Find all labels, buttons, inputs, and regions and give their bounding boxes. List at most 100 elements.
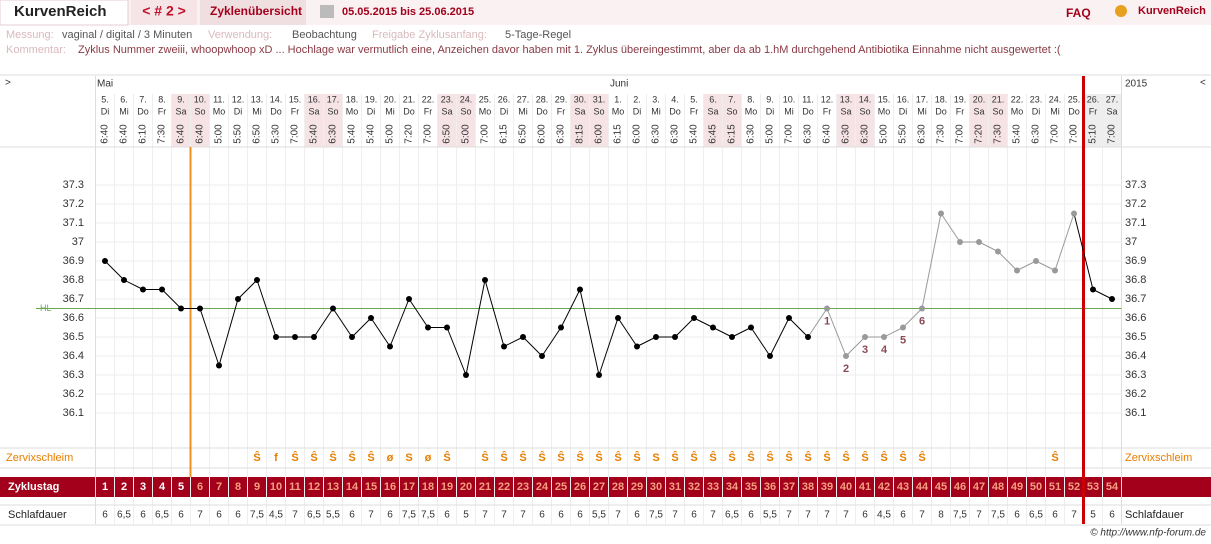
sleep: 6 [349,510,355,521]
weekday: Mi [784,106,794,116]
line-segment [883,327,904,338]
y-tick-label: 36.1 [63,407,84,419]
data-point [976,239,982,245]
weekday: So [327,106,338,116]
nav-next[interactable]: < [1200,78,1206,89]
line-segment [1054,213,1075,271]
info-label: Freigabe Zyklusanfang: [372,29,487,41]
day-number: 19. [365,94,378,104]
sleep: 7 [197,510,203,521]
time: 6:30 [556,124,567,144]
data-point [900,324,906,331]
sleep: 6,5 [307,510,321,521]
cycle-day: 29 [631,481,643,493]
data-point [729,334,735,340]
data-point [102,258,108,264]
weekday: Mo [745,106,758,116]
cycle-day: 51 [1049,481,1061,493]
time: 6:30 [803,124,814,144]
sleep: 6 [862,510,868,521]
y-tick-label: 36.2 [63,388,84,400]
line-segment [731,327,752,338]
logo[interactable]: KurvenReich [1138,5,1206,17]
sleep: 7 [482,510,488,521]
line-segment [693,317,714,328]
sleep: 7 [615,510,621,521]
weekday: Fr [690,106,699,116]
weekday: Mi [119,106,129,116]
weekday: So [460,106,471,116]
tab-box[interactable] [200,0,306,25]
day-number: 15. [289,94,302,104]
day-number: 1. [614,94,622,104]
cycle-day: 36 [764,481,776,493]
cycle-day: 2 [121,481,127,493]
sleep: 6 [577,510,583,521]
data-point [330,305,336,312]
weekday: Di [234,106,243,116]
cycle-day: 13 [327,481,339,493]
cycle-day: 53 [1087,481,1099,493]
cycle-day: 16 [384,481,396,493]
y-tick-label: 36.3 [63,369,84,381]
cycle-day: 19 [441,481,453,493]
line-segment [997,251,1018,271]
hl-label: HL [40,303,52,313]
cycle-day: 18 [422,481,434,493]
cycle-nav[interactable]: < # 2 > [142,3,186,19]
point-label: 2 [843,363,849,375]
data-point [596,372,602,378]
day-number: 13. [251,94,264,104]
line-segment [921,213,942,309]
day-number: 11. [802,94,814,104]
weekday: Fr [956,106,965,116]
nav-box[interactable] [131,0,197,25]
data-point [482,277,488,283]
day-number: 12. [232,94,245,104]
year: 2015 [1125,79,1148,90]
time: 6:15 [499,124,510,144]
cervix-symbol: Ŝ [1051,451,1058,464]
line-segment [408,298,429,328]
time: 6:30 [746,124,757,144]
sleep: 7,5 [991,510,1005,521]
sleep: 5,5 [763,510,777,521]
data-point [178,305,184,312]
sleep: 6,5 [117,510,131,521]
time: 7:20 [404,124,415,144]
cycle-day: 44 [916,481,929,493]
cycle-day: 31 [669,481,681,493]
weekday: Di [101,106,110,116]
cervix-symbol: ø [425,452,432,464]
data-point [444,324,450,331]
column-shade [437,94,457,147]
cervix-symbol: Ŝ [291,451,298,464]
day-number: 21. [403,94,416,104]
day-number: 30. [574,94,587,104]
line-segment [1092,289,1113,300]
faq[interactable]: FAQ [1066,6,1091,20]
cycle-day: 46 [954,481,966,493]
brand: KurvenReich [14,3,107,20]
weekday: Do [270,106,282,116]
sleep: 6 [235,510,241,521]
day-number: 15. [878,94,891,104]
sleep: 6 [900,510,906,521]
y-tick-label: 36.5 [63,331,84,343]
day-number: 6. [709,94,717,104]
weekday: Fr [158,106,167,116]
sleep: 7 [672,510,678,521]
print-icon[interactable] [320,5,334,18]
day-number: 16. [308,94,321,104]
time: 5:00 [461,124,472,144]
time: 5:00 [765,124,776,144]
column-shade [589,94,609,147]
tab[interactable]: Zyklenübersicht [210,4,302,18]
y-tick-label: 36.8 [1125,274,1146,286]
footer: © http://www.nfp-forum.de [1090,528,1206,539]
cycle-day: 39 [821,481,833,493]
cervix-symbol: Ŝ [443,451,450,464]
nav-prev[interactable]: > [5,78,11,89]
